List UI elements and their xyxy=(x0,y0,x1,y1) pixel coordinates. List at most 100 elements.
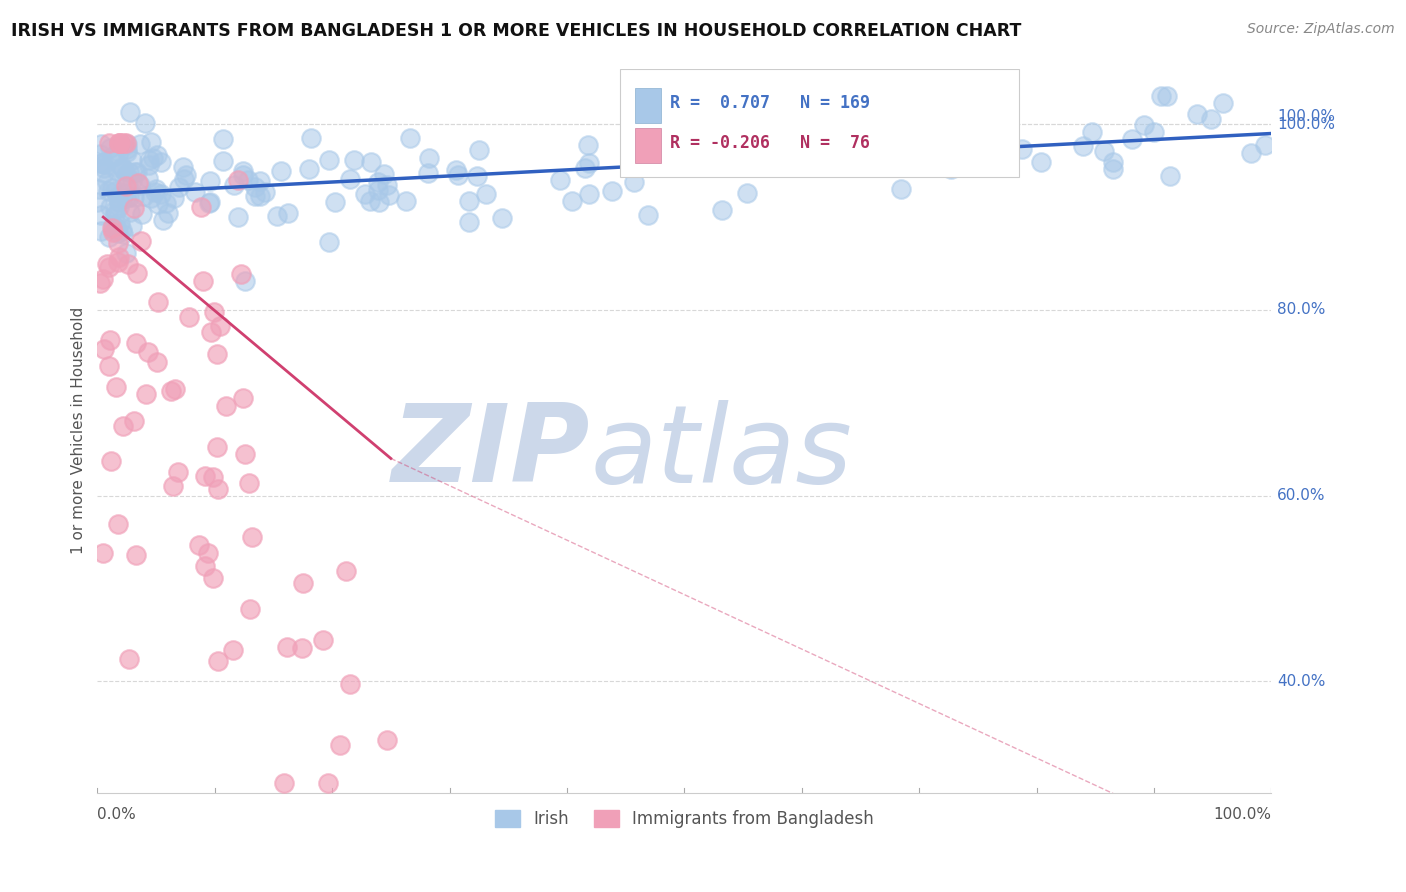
Point xyxy=(236,173,259,187)
Legend: Irish, Immigrants from Bangladesh: Irish, Immigrants from Bangladesh xyxy=(488,804,880,835)
Point xyxy=(202,305,225,319)
Point xyxy=(90,136,112,151)
Point xyxy=(548,173,571,187)
Point xyxy=(316,776,339,790)
Point xyxy=(297,162,319,177)
Point xyxy=(89,146,111,161)
Text: atlas: atlas xyxy=(591,400,852,505)
Point xyxy=(118,105,141,120)
Point xyxy=(373,167,395,181)
Point xyxy=(122,201,145,215)
Point xyxy=(190,200,212,214)
Point xyxy=(890,182,912,196)
Point xyxy=(108,136,131,150)
Point xyxy=(368,194,391,209)
Text: ZIP: ZIP xyxy=(392,400,591,505)
Point xyxy=(815,136,838,151)
Point xyxy=(104,208,127,222)
Point xyxy=(1102,161,1125,176)
Point xyxy=(100,454,122,468)
Point xyxy=(105,190,128,204)
Point xyxy=(202,570,225,584)
Point xyxy=(173,172,195,186)
Point xyxy=(939,161,962,176)
Point xyxy=(118,652,141,666)
Point xyxy=(108,216,131,230)
Point xyxy=(228,173,250,187)
Point xyxy=(136,345,159,359)
Point xyxy=(101,150,124,164)
Point xyxy=(266,210,288,224)
Point xyxy=(801,151,824,165)
Point xyxy=(447,168,470,182)
Point xyxy=(669,140,692,154)
Point xyxy=(145,182,167,196)
Point xyxy=(115,145,138,159)
Point xyxy=(1073,138,1095,153)
Point xyxy=(1102,154,1125,169)
Point xyxy=(127,165,149,179)
Point xyxy=(198,173,221,187)
Point xyxy=(273,776,295,790)
Point xyxy=(121,174,143,188)
Point xyxy=(1185,107,1208,121)
Point xyxy=(125,335,148,350)
Point xyxy=(152,213,174,227)
Point xyxy=(112,419,135,434)
Point xyxy=(197,196,219,211)
Point xyxy=(118,205,141,219)
Point xyxy=(229,267,252,281)
Point xyxy=(91,546,114,560)
Point xyxy=(416,166,439,180)
Point xyxy=(238,475,260,490)
Text: IRISH VS IMMIGRANTS FROM BANGLADESH 1 OR MORE VEHICLES IN HOUSEHOLD CORRELATION : IRISH VS IMMIGRANTS FROM BANGLADESH 1 OR… xyxy=(11,22,1022,40)
Point xyxy=(249,189,271,203)
Point xyxy=(108,136,131,150)
Point xyxy=(87,182,110,196)
Point xyxy=(876,89,898,103)
Point xyxy=(1254,138,1277,153)
Point xyxy=(276,640,298,654)
Point xyxy=(115,179,138,194)
Point xyxy=(112,227,135,242)
Point xyxy=(339,171,361,186)
Point xyxy=(114,192,136,206)
Point xyxy=(101,221,124,235)
Point xyxy=(93,161,115,176)
Point xyxy=(184,186,207,200)
Point xyxy=(378,187,401,202)
Point xyxy=(235,447,257,461)
FancyBboxPatch shape xyxy=(636,128,661,162)
Point xyxy=(395,194,418,208)
Point xyxy=(253,185,276,199)
Point xyxy=(207,483,229,497)
Point xyxy=(103,149,125,163)
Point xyxy=(457,214,479,228)
Point xyxy=(146,295,169,310)
Point xyxy=(97,260,120,274)
Point xyxy=(789,156,811,170)
Point xyxy=(138,158,160,172)
Point xyxy=(163,191,186,205)
Point xyxy=(600,185,623,199)
Point xyxy=(138,153,160,168)
Point xyxy=(93,342,115,356)
Point xyxy=(96,257,118,271)
Point xyxy=(360,154,382,169)
Point xyxy=(984,123,1007,137)
Point xyxy=(128,178,150,192)
Point xyxy=(135,387,157,401)
Point xyxy=(108,136,131,150)
Point xyxy=(232,169,254,183)
Point xyxy=(103,218,125,232)
Point xyxy=(131,207,153,221)
Point xyxy=(1143,125,1166,139)
Point xyxy=(104,184,127,198)
Point xyxy=(111,223,134,237)
Point xyxy=(375,733,398,747)
Point xyxy=(664,148,686,162)
Point xyxy=(117,178,139,193)
Point xyxy=(202,470,225,484)
Point xyxy=(105,163,128,178)
Point xyxy=(212,132,235,146)
